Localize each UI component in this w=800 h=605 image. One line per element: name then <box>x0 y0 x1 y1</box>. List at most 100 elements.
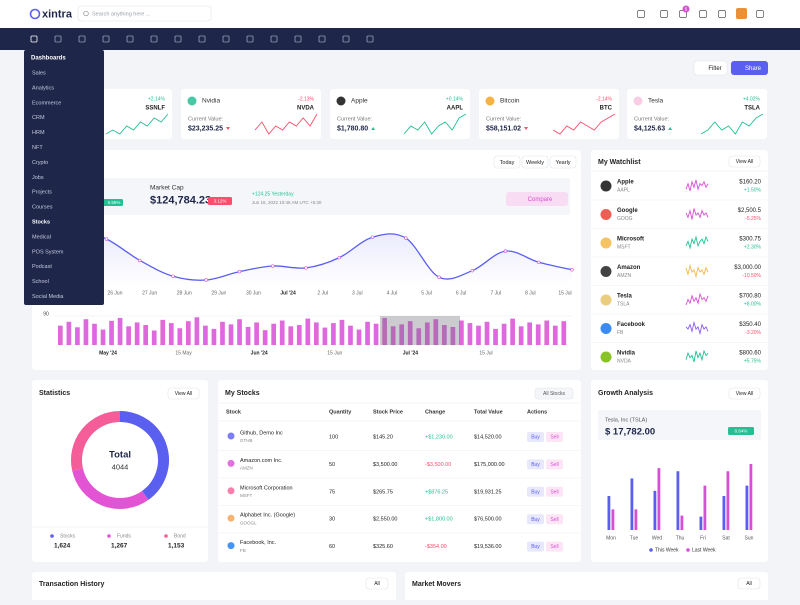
search-box[interactable] <box>77 5 212 22</box>
compare-button[interactable] <box>506 192 568 206</box>
stock-change: -2.14% <box>596 96 612 102</box>
stock-icon <box>187 96 197 106</box>
period-tab[interactable] <box>493 155 521 169</box>
line-point <box>337 255 341 260</box>
view-all-button[interactable] <box>728 155 761 168</box>
period-tab[interactable] <box>549 155 577 169</box>
menu-item[interactable]: Podcast <box>32 264 52 270</box>
menu-item[interactable]: Projects <box>32 190 52 196</box>
line-point <box>470 268 474 273</box>
x-tick-label: 27 Jun <box>142 290 157 296</box>
nav-icon[interactable] <box>198 35 206 43</box>
nav-icon[interactable] <box>30 35 38 43</box>
change: -$354.00 <box>425 544 447 550</box>
sparkline <box>685 292 709 306</box>
buy-button[interactable] <box>527 486 544 497</box>
volume-bar <box>373 323 379 345</box>
line-point <box>503 249 508 253</box>
trend-arrow <box>524 127 529 130</box>
sell-button[interactable] <box>546 514 563 525</box>
volume-bar <box>203 325 208 345</box>
nav-icon[interactable] <box>294 35 302 43</box>
nav-icon[interactable] <box>54 35 62 43</box>
nav-icon[interactable] <box>246 35 254 43</box>
volume-bar <box>416 328 422 345</box>
sparkline <box>105 113 169 135</box>
card <box>32 572 396 605</box>
sell-button[interactable] <box>546 432 563 442</box>
growth-bar <box>749 464 753 530</box>
share-button[interactable] <box>731 61 768 75</box>
range-selector[interactable] <box>380 316 460 345</box>
nav-icon[interactable] <box>222 35 230 43</box>
buy-label: Buy <box>531 462 540 468</box>
growth-summary <box>598 410 761 440</box>
nav-icon[interactable] <box>174 35 182 43</box>
menu-item[interactable]: Jobs <box>32 175 44 181</box>
volume-bar <box>117 317 123 345</box>
menu-item[interactable]: CRM <box>32 115 45 121</box>
filter-dropdown[interactable] <box>737 577 761 590</box>
buy-button[interactable] <box>527 514 544 525</box>
line-point <box>171 274 175 278</box>
header-icon[interactable] <box>660 10 668 18</box>
sell-button[interactable] <box>546 486 563 497</box>
header-icon[interactable] <box>756 10 764 18</box>
x-tick-label: 29 Jun <box>211 290 226 296</box>
change: +$1,800.00 <box>425 517 453 523</box>
nav-icon[interactable] <box>318 35 326 43</box>
x-tick-label: 7 Jul <box>490 290 501 296</box>
nav-icon[interactable] <box>78 35 86 43</box>
company-ticker: NVDA <box>617 358 632 364</box>
growth-value: $ 17,782.00 <box>605 427 655 438</box>
volume-bar <box>484 321 490 345</box>
stock-ticker: FB <box>240 548 246 553</box>
menu-item[interactable]: Courses <box>32 205 53 211</box>
menu-item[interactable]: Stocks <box>32 219 50 225</box>
nav-icon[interactable] <box>366 35 374 43</box>
nav-icon[interactable] <box>270 35 278 43</box>
menu-item[interactable]: Crypto <box>32 160 48 166</box>
nav-icon[interactable] <box>342 35 350 43</box>
sell-button[interactable] <box>546 459 563 470</box>
company-logo <box>600 180 612 192</box>
menu-item[interactable]: Social Media <box>32 294 64 300</box>
view-all-button[interactable] <box>167 387 200 400</box>
header-icon[interactable] <box>699 10 707 18</box>
header-icon[interactable] <box>637 10 645 18</box>
nav-icon[interactable] <box>150 35 158 43</box>
period-tab[interactable] <box>521 155 549 169</box>
x-tick-label: 30 Jun <box>246 290 261 296</box>
sell-button[interactable] <box>546 541 563 552</box>
menu-item[interactable]: NFT <box>32 145 43 151</box>
menu-item[interactable]: HRM <box>32 130 45 136</box>
menu-item[interactable]: School <box>32 279 49 285</box>
view-all-button[interactable] <box>728 387 761 400</box>
filter-label: All Stocks <box>543 391 565 397</box>
buy-button[interactable] <box>527 432 544 442</box>
change: +$876.25 <box>425 489 448 495</box>
x-tick-label: May '24 <box>99 350 117 356</box>
filter-dropdown[interactable] <box>534 387 574 400</box>
nav-icon[interactable] <box>102 35 110 43</box>
stock-logo <box>227 487 235 495</box>
sparkline <box>685 235 709 250</box>
menu-item[interactable]: Sales <box>32 70 46 76</box>
menu-item[interactable]: Medical <box>32 234 51 240</box>
nav-icon[interactable] <box>126 35 134 43</box>
buy-button[interactable] <box>527 541 544 552</box>
menu-item[interactable]: POS System <box>32 249 64 255</box>
line-point <box>271 264 275 268</box>
volume-bar <box>390 326 396 345</box>
filter-button[interactable] <box>693 60 728 76</box>
price: $350.40 <box>739 322 761 328</box>
filter-dropdown[interactable] <box>365 577 389 590</box>
line-point <box>537 260 541 265</box>
buy-button[interactable] <box>527 459 544 470</box>
menu-item[interactable]: Analytics <box>32 85 54 91</box>
volume-bar <box>365 321 370 345</box>
header-icon[interactable] <box>718 10 726 18</box>
menu-item[interactable]: Ecommerce <box>32 100 61 106</box>
avatar[interactable] <box>736 8 747 19</box>
